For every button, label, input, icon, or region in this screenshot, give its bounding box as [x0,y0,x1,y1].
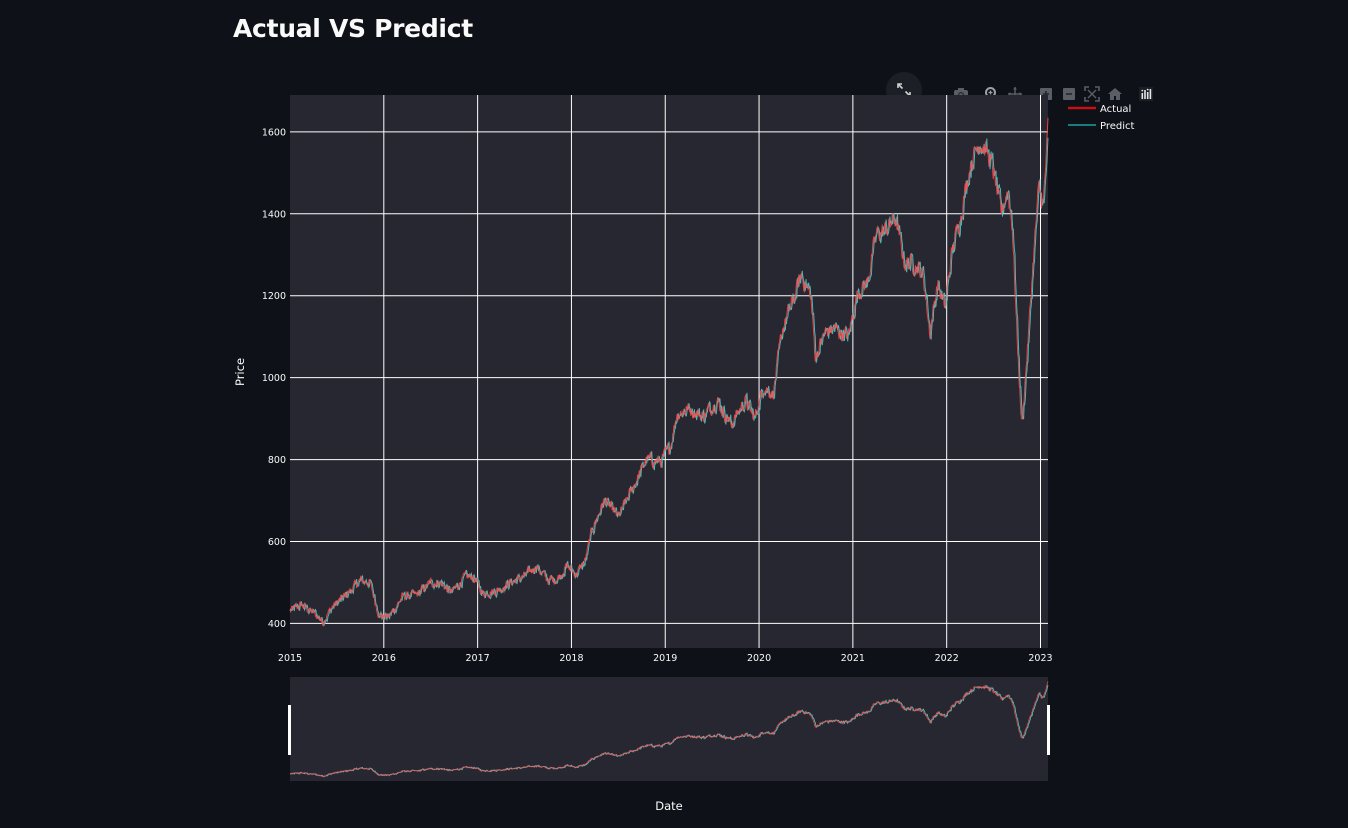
zoom-out-icon [1063,88,1075,100]
y-tick-label: 1600 [262,127,286,138]
y-tick-label: 1200 [262,291,286,302]
autoscale-icon [1084,86,1100,102]
plotly-logo-icon [1139,87,1153,101]
y-tick-label: 1400 [262,209,286,220]
x-axis: 2015 2016 2017 2018 2019 2020 2021 2022 2023 [278,653,1053,664]
plot-area[interactable] [290,95,1048,648]
x-tick-label: 2015 [278,653,302,664]
slider-actual-line [289,681,1049,778]
x-tick-label: 2022 [935,653,959,664]
autoscale-button[interactable] [1081,84,1103,104]
y-axis: 400 600 800 1000 1200 1400 1600 [262,127,286,630]
legend: Actual Predict [1068,104,1135,132]
expand-icon [897,83,911,97]
y-tick-label: 400 [268,619,286,630]
gridlines [290,95,1048,648]
x-axis-title: Date [655,799,683,813]
y-axis-title: Price [233,358,247,386]
x-tick-label: 2021 [841,653,865,664]
range-slider[interactable] [290,677,1048,781]
y-tick-label: 1000 [262,373,286,384]
x-tick-label: 2020 [747,653,771,664]
x-tick-label: 2016 [372,653,396,664]
range-slider-right-handle[interactable] [1047,705,1050,755]
page-title: Actual VS Predict [233,14,473,43]
y-tick-label: 600 [268,537,286,548]
x-tick-label: 2023 [1028,653,1052,664]
reset-axes-button[interactable] [1104,84,1126,104]
x-tick-label: 2018 [559,653,583,664]
y-tick-label: 800 [268,455,286,466]
plotly-logo-button[interactable] [1135,84,1157,104]
range-slider-left-handle[interactable] [288,705,291,755]
series-actual-line[interactable] [289,117,1049,628]
legend-item-predict[interactable]: Predict [1068,121,1135,132]
legend-item-actual[interactable]: Actual [1068,104,1131,115]
x-tick-label: 2017 [466,653,490,664]
zoom-out-button[interactable] [1058,84,1080,104]
legend-predict-label: Predict [1100,121,1135,132]
range-slider-series [289,681,1049,778]
series-layer [289,117,1049,628]
home-icon [1108,88,1122,100]
x-tick-label: 2019 [653,653,677,664]
legend-actual-label: Actual [1100,104,1131,115]
